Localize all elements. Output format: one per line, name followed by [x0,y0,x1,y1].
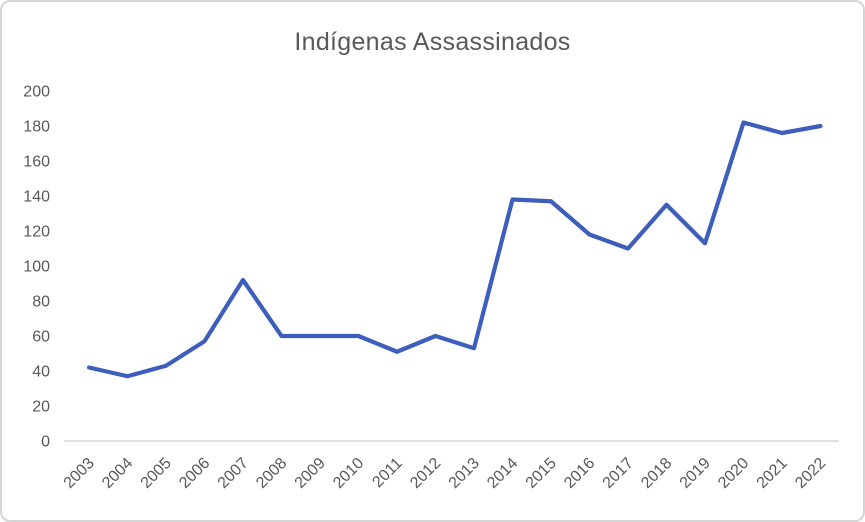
x-tick-label: 2019 [677,455,714,492]
y-tick-label: 20 [32,399,50,416]
y-tick-label: 100 [23,259,50,276]
x-tick-label: 2021 [754,455,791,492]
y-tick-label: 60 [32,329,50,346]
x-tick-label: 2012 [407,455,444,492]
x-tick-label: 2008 [253,455,290,492]
x-tick-label: 2016 [561,455,598,492]
x-tick-label: 2018 [638,455,675,492]
y-tick-label: 120 [23,224,50,241]
y-tick-label: 200 [23,84,50,101]
data-series-line [86,120,823,379]
x-tick-label: 2010 [330,455,367,492]
y-tick-label: 180 [23,119,50,136]
x-tick-label: 2011 [369,455,405,491]
x-tick-label: 2014 [484,455,521,492]
x-tick-label: 2022 [792,455,829,492]
x-tick-label: 2017 [600,455,637,492]
y-tick-label: 0 [41,434,50,451]
y-tick-label: 160 [23,154,50,171]
x-tick-label: 2005 [138,455,175,492]
x-tick-label: 2015 [523,455,560,492]
x-tick-label: 2004 [99,455,136,492]
x-tick-label: 2007 [215,455,252,492]
x-tick-label: 2020 [715,455,752,492]
x-tick-label: 2013 [446,455,483,492]
x-tick-label: 2006 [176,455,213,492]
y-tick-label: 40 [32,364,50,381]
x-tick-label: 2003 [61,455,98,492]
x-tick-label: 2009 [292,455,329,492]
y-tick-label: 140 [23,189,50,206]
y-tick-label: 80 [32,294,50,311]
